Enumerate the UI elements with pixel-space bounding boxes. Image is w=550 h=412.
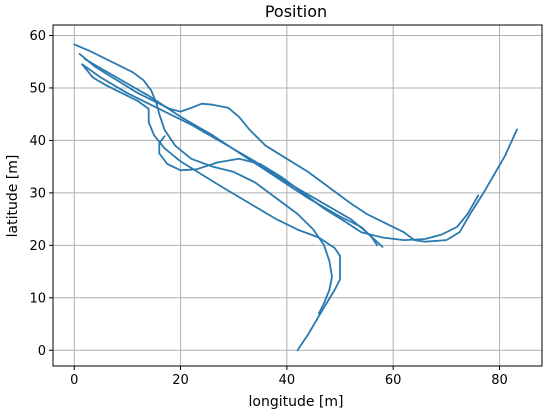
trajectory-segment-2 (73, 43, 333, 315)
plot-frame (52, 24, 543, 367)
series-lines (73, 43, 518, 352)
y-tick-label: 60 (29, 29, 46, 44)
x-tick-label: 80 (491, 373, 508, 388)
y-tick-label: 0 (38, 344, 46, 359)
y-tick-label: 40 (29, 134, 46, 149)
y-tick-label: 20 (29, 239, 46, 254)
trajectory-segment-1 (81, 63, 341, 352)
y-axis-label: latitude [m] (5, 155, 21, 238)
trajectory-segment-6 (84, 58, 379, 247)
trajectory-segment-4 (158, 135, 480, 242)
chart-title: Position (265, 2, 327, 21)
x-axis-label: longitude [m] (249, 394, 344, 410)
trajectory-segment-5 (81, 63, 384, 248)
x-tick-label: 0 (70, 373, 78, 388)
gridlines (53, 25, 542, 366)
x-tick-label: 40 (279, 373, 296, 388)
y-tick-label: 50 (29, 81, 46, 96)
x-tick-label: 20 (172, 373, 189, 388)
axis-ticks: 0 20 40 60 80 0 10 20 30 40 50 60 (29, 29, 507, 388)
y-tick-label: 10 (29, 291, 46, 306)
y-tick-label: 30 (29, 186, 46, 201)
x-tick-label: 60 (385, 373, 402, 388)
